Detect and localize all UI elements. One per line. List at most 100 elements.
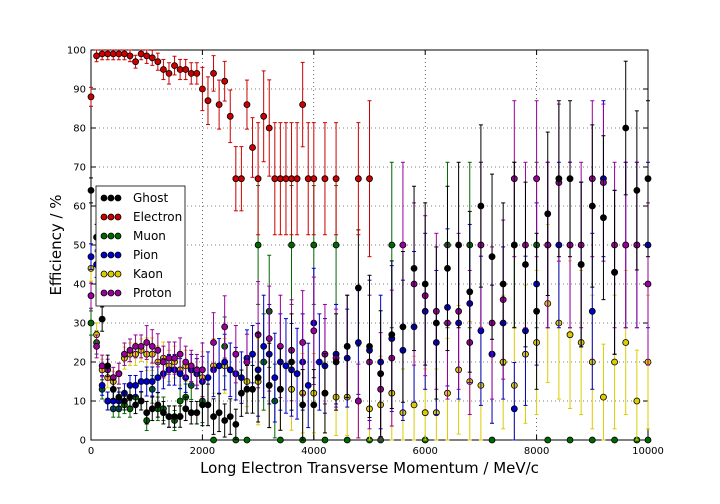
data-point-electron xyxy=(93,52,100,60)
data-point-proton xyxy=(98,362,106,370)
data-point-electron xyxy=(366,175,373,183)
y-axis-label: Efficiency / % xyxy=(47,194,65,295)
data-point-electron xyxy=(310,175,318,183)
data-point-ghost xyxy=(226,413,234,421)
data-point-pion xyxy=(148,378,156,385)
data-point-proton xyxy=(210,339,217,346)
data-point-electron xyxy=(265,124,273,132)
data-point-ghost xyxy=(171,413,178,421)
data-point-pion xyxy=(510,405,518,413)
data-point-ghost xyxy=(243,385,251,393)
x-tick-label: 8000 xyxy=(524,446,549,457)
legend-marker xyxy=(100,194,108,202)
legend-item-ghost: Ghost xyxy=(100,191,168,205)
data-point-pion xyxy=(226,366,234,374)
data-point-ghost xyxy=(210,413,217,421)
y-tick-label: 70 xyxy=(73,163,86,174)
data-point-ghost xyxy=(87,186,95,194)
data-point-electron xyxy=(126,52,134,60)
legend-marker xyxy=(107,232,115,240)
data-point-ghost xyxy=(204,401,212,409)
data-point-kaon xyxy=(611,358,618,366)
data-point-pion xyxy=(204,374,212,382)
data-point-ghost xyxy=(137,397,145,405)
data-point-electron xyxy=(215,101,223,108)
data-point-ghost xyxy=(488,253,496,261)
data-point-electron xyxy=(154,58,162,66)
data-point-proton xyxy=(160,358,167,366)
data-point-ghost xyxy=(121,397,128,405)
data-point-proton xyxy=(171,354,178,362)
data-point-ghost xyxy=(388,331,396,339)
legend-box xyxy=(95,185,186,307)
series-layer xyxy=(87,49,652,444)
legend-label: Proton xyxy=(133,286,172,300)
data-point-proton xyxy=(299,339,307,346)
x-tick-label: 6000 xyxy=(412,446,437,457)
data-point-ghost xyxy=(466,288,474,296)
legend-marker xyxy=(100,289,108,297)
data-point-ghost xyxy=(160,409,167,417)
y-tick-label: 40 xyxy=(73,280,86,291)
data-point-muon xyxy=(243,436,251,444)
data-point-ghost xyxy=(611,268,618,276)
data-point-proton xyxy=(622,241,630,249)
data-point-ghost xyxy=(477,202,485,210)
data-point-electron xyxy=(304,175,312,183)
data-point-proton xyxy=(93,342,100,350)
y-tick-label: 10 xyxy=(73,397,86,408)
data-point-proton xyxy=(193,366,201,374)
x-tick-label: 4000 xyxy=(301,446,326,457)
data-point-ghost xyxy=(321,389,329,397)
y-tick-label: 50 xyxy=(73,241,86,252)
data-point-electron xyxy=(226,112,234,120)
data-point-proton xyxy=(121,350,128,358)
data-point-electron xyxy=(221,77,229,85)
data-point-kaon xyxy=(421,409,429,417)
data-point-electron xyxy=(115,50,123,58)
data-point-muon xyxy=(611,436,618,444)
legend-marker xyxy=(100,232,108,240)
data-point-muon xyxy=(210,436,217,444)
data-point-ghost xyxy=(276,385,284,393)
data-point-ghost xyxy=(98,315,106,323)
data-point-electron xyxy=(243,101,251,108)
data-point-ghost xyxy=(254,374,262,382)
data-point-kaon xyxy=(600,393,607,401)
data-point-ghost xyxy=(187,409,195,417)
data-point-electron xyxy=(354,175,362,183)
data-point-ghost xyxy=(143,409,151,417)
data-point-pion xyxy=(304,381,312,389)
data-point-electron xyxy=(165,70,173,77)
data-point-electron xyxy=(132,58,139,66)
data-point-muon xyxy=(566,436,574,444)
data-point-pion xyxy=(249,350,256,358)
data-point-proton xyxy=(243,358,251,366)
data-point-ghost xyxy=(633,186,641,194)
data-point-electron xyxy=(332,175,340,183)
legend-marker xyxy=(114,251,122,259)
data-point-ghost xyxy=(215,409,223,417)
legend-marker xyxy=(114,213,122,221)
data-point-muon xyxy=(488,436,496,444)
y-tick-label: 0 xyxy=(80,436,86,447)
data-point-ghost xyxy=(510,241,518,249)
data-point-ghost xyxy=(522,261,529,268)
data-point-electron xyxy=(176,66,184,73)
data-point-pion xyxy=(315,358,323,366)
data-point-electron xyxy=(254,175,262,183)
data-point-muon xyxy=(644,436,652,444)
data-point-electron xyxy=(271,175,279,183)
data-point-ghost xyxy=(366,342,373,350)
data-point-electron xyxy=(299,101,307,108)
data-point-ghost xyxy=(343,342,351,350)
data-point-electron xyxy=(198,85,206,93)
data-point-pion xyxy=(137,378,145,385)
data-point-ghost xyxy=(332,358,340,366)
legend-label: Electron xyxy=(133,210,182,224)
data-point-pion xyxy=(98,381,106,389)
data-point-ghost xyxy=(600,214,607,222)
data-point-ghost xyxy=(104,362,112,370)
data-point-electron xyxy=(143,52,151,60)
data-point-ghost xyxy=(310,401,318,409)
